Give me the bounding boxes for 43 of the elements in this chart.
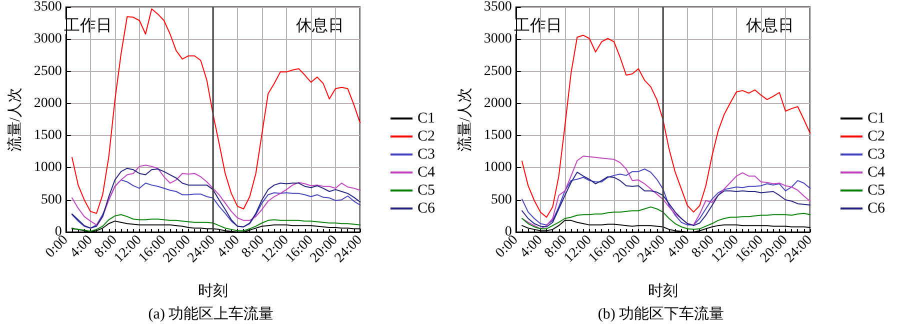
legend-label: C6 <box>867 200 886 216</box>
y-tick-label: 1000 <box>484 160 512 176</box>
legend-label: C1 <box>867 110 886 126</box>
legend-label: C3 <box>417 146 436 162</box>
y-tick-label: 2500 <box>484 64 512 79</box>
legend-label: C5 <box>867 182 886 198</box>
y-tick-label: 3000 <box>34 32 62 47</box>
x-tick-label: 4:00 <box>518 232 546 261</box>
legend-label: C1 <box>417 110 436 126</box>
y-tick-label: 3500 <box>34 0 62 14</box>
legend-label: C6 <box>417 200 436 216</box>
x-tick-label: 4:00 <box>68 232 96 261</box>
y-tick-label: 500 <box>40 192 62 208</box>
annotation: 休息日 <box>746 16 794 34</box>
line-series <box>72 179 360 229</box>
text: (a) 功能区上车流量 <box>148 306 274 322</box>
legend-label: C5 <box>417 182 436 198</box>
y-tick-label: 1500 <box>484 128 512 144</box>
y-axis-title: 流量/人次 <box>6 87 24 152</box>
y-axis-title: 流量/人次 <box>456 87 474 152</box>
legend-label: C2 <box>867 128 886 144</box>
x-tick-label: 4:00 <box>214 232 243 261</box>
y-tick-label: 1500 <box>34 128 62 144</box>
y-tick-label: 1000 <box>34 160 62 176</box>
y-tick-label: 2000 <box>484 96 512 111</box>
y-tick-label: 500 <box>490 192 512 208</box>
legend-label: C4 <box>417 164 436 180</box>
line-series <box>522 156 810 230</box>
x-axis-title: 时刻 <box>198 282 228 300</box>
annotation: 休息日 <box>296 16 344 34</box>
text: (b) 功能区下车流量 <box>598 306 724 322</box>
x-tick-label: 4:00 <box>664 232 693 261</box>
legend-label: C3 <box>867 146 886 162</box>
legend-label: C2 <box>417 128 436 144</box>
x-axis-title: 时刻 <box>648 282 678 300</box>
legend-label: C4 <box>867 164 886 180</box>
y-tick-label: 2500 <box>34 64 62 79</box>
line-series <box>522 34 810 218</box>
line-series <box>72 214 360 232</box>
y-tick-label: 3000 <box>484 32 512 47</box>
y-tick-label: 3500 <box>484 0 512 14</box>
line-series <box>522 206 810 230</box>
y-tick-label: 2000 <box>34 96 62 111</box>
